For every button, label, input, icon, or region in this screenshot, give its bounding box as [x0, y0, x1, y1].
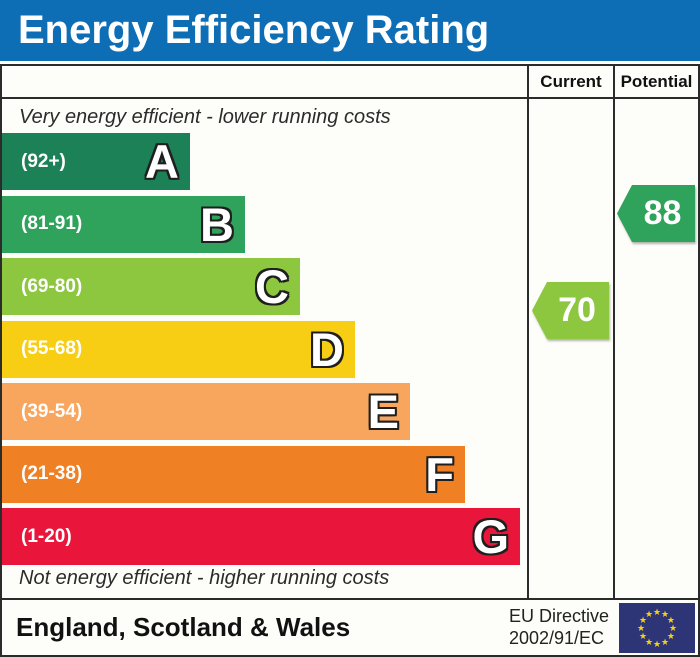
band-letter: C — [255, 260, 289, 313]
band-letter: B — [200, 197, 234, 251]
band-a: (92+) A — [2, 133, 190, 190]
band-range-label: (21-38) — [21, 463, 83, 484]
band-g: (1-20) G — [2, 508, 520, 565]
eu-star-icon: ★ — [639, 632, 647, 642]
rating-table: Current Potential Very energy efficient … — [0, 64, 700, 657]
band-letter: E — [367, 385, 399, 438]
eu-star-icon: ★ — [661, 610, 669, 620]
band-e: (39-54) E — [2, 383, 410, 440]
band-b: (81-91) B — [2, 195, 245, 253]
potential-rating-arrow: 88 — [617, 185, 695, 242]
band-letter: G — [472, 510, 509, 563]
eu-star-icon: ★ — [653, 608, 661, 618]
eu-star-icon: ★ — [667, 616, 675, 626]
band-range-label: (81-91) — [21, 213, 83, 234]
potential-rating-pointer: 88 — [617, 185, 695, 242]
band-letter: A — [145, 135, 179, 188]
table-footer: England, Scotland & Wales EU Directive 2… — [2, 598, 698, 655]
band-range-label: (39-54) — [21, 400, 83, 422]
eu-flag-field — [619, 602, 695, 653]
current-rating-pointer: 70 — [532, 282, 609, 339]
current-rating-arrow: 70 — [532, 282, 609, 339]
page-title: Energy Efficiency Rating — [18, 8, 490, 52]
eu-star-icon: ★ — [639, 616, 647, 626]
rating-bands: (92+) A (81-91) B (69-80) C (55-68) D (39-54) E (2… — [2, 133, 527, 571]
potential-rating-cell: 88 — [613, 99, 698, 598]
eu-star-icon: ★ — [661, 637, 669, 647]
chart-column-header — [2, 66, 527, 99]
bottom-scale-label: Not energy efficient - higher running co… — [19, 567, 390, 589]
current-column-label: Current — [540, 71, 602, 91]
band-range-label: (55-68) — [21, 338, 83, 359]
energy-rating-header: Energy Efficiency Rating — [0, 0, 700, 61]
potential-rating-value: 88 — [643, 194, 682, 232]
band-c: (69-80) C — [2, 258, 300, 315]
eu-directive-line2: 2002/91/EC — [508, 627, 605, 648]
current-column-header: Current — [527, 66, 613, 99]
eu-star-icon: ★ — [653, 640, 661, 650]
eu-star-icon: ★ — [669, 624, 677, 634]
current-rating-value: 70 — [558, 291, 596, 329]
eu-directive-line1: EU Directive — [508, 605, 609, 626]
eu-star-icon: ★ — [645, 610, 653, 620]
current-rating-cell: 70 — [527, 99, 613, 598]
band-f: (21-38) F — [2, 445, 465, 503]
eu-flag-icon: ★ ★★★★★★★★★★★ — [619, 602, 695, 653]
eu-star-icon: ★ — [637, 624, 645, 634]
eu-directive-label: EU Directive 2002/91/EC — [509, 606, 609, 650]
band-d: (55-68) D — [2, 320, 355, 378]
top-scale-label: Very energy efficient - lower running co… — [19, 106, 391, 128]
eu-star-icon: ★ — [667, 632, 675, 642]
potential-column-label: Potential — [620, 71, 693, 91]
band-range-label: (69-80) — [21, 275, 83, 297]
band-range-label: (92+) — [21, 150, 66, 172]
eu-star-icon: ★ — [645, 637, 653, 647]
potential-column-header: Potential — [613, 66, 698, 99]
band-letter: D — [310, 322, 344, 376]
rating-scale-chart: Very energy efficient - lower running co… — [2, 99, 527, 598]
band-letter: F — [425, 447, 454, 501]
band-range-label: (1-20) — [21, 525, 72, 547]
eu-flag-stars: ★ ★★★★★★★★★★★ — [637, 608, 677, 650]
region-label: England, Scotland & Wales — [16, 612, 351, 642]
